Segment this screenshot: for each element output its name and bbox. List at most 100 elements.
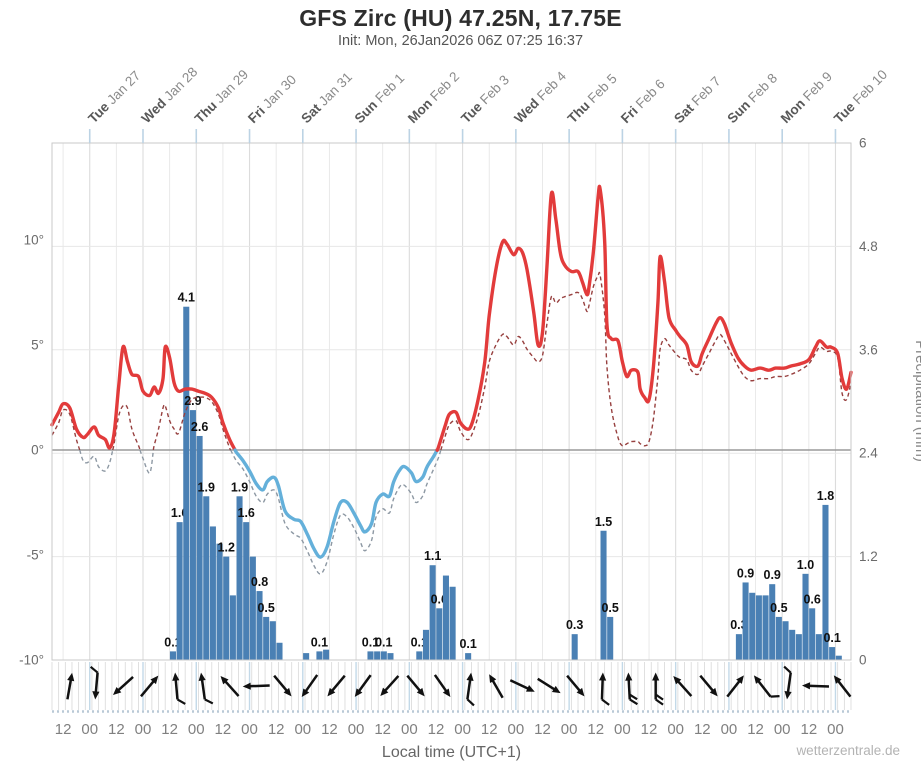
precip-tick-label: 6	[859, 136, 867, 151]
wind-arrow-head	[172, 672, 180, 681]
precip-bar	[367, 651, 374, 660]
precip-bar	[196, 435, 203, 660]
time-tick-label: 12	[108, 721, 125, 738]
precip-bar	[449, 586, 456, 660]
precip-bar	[815, 634, 822, 660]
wind-arrow-head	[198, 672, 206, 682]
precip-value-label: 4.1	[178, 291, 195, 305]
day-label: Mon Feb 2	[405, 69, 462, 126]
precip-bar	[782, 621, 789, 660]
wind-arrow	[273, 674, 290, 694]
wind-arrow	[66, 677, 73, 700]
time-tick-label: 12	[481, 721, 498, 738]
precip-value-label: 1.5	[595, 515, 612, 529]
precip-value-label: 0.1	[459, 637, 476, 651]
wind-arrow-head	[599, 672, 607, 681]
wind-arrow	[835, 678, 852, 698]
wind-arrow	[466, 677, 472, 700]
temperature-line-warm	[435, 184, 853, 452]
wind-arrow-head	[833, 675, 842, 684]
time-tick-label: 00	[401, 721, 418, 738]
dewpoint-line-cold	[139, 449, 155, 474]
wind-arrow	[699, 674, 716, 694]
precip-bar	[236, 496, 243, 660]
wind-arrow	[356, 674, 372, 694]
wind-arrow-head	[673, 675, 682, 685]
time-tick-label: 00	[667, 721, 684, 738]
wind-arrow-head	[150, 675, 159, 685]
precip-bar	[249, 556, 256, 660]
time-tick-label: 12	[374, 721, 391, 738]
precip-value-label: 1.9	[198, 480, 215, 494]
precip-bar	[243, 522, 250, 660]
precip-bar	[256, 591, 263, 660]
precip-bar	[775, 616, 782, 660]
wind-arrow-head	[92, 691, 100, 700]
precip-bar	[735, 634, 742, 660]
wind-arrow	[600, 677, 604, 700]
wind-arrow-barb	[783, 665, 792, 674]
precip-tick-label: 1.2	[859, 549, 878, 564]
wind-arrow-head	[354, 688, 363, 697]
precip-bar	[789, 629, 796, 660]
precip-bar	[374, 651, 381, 660]
wind-arrow	[329, 674, 346, 694]
precip-tick-label: 3.6	[859, 342, 878, 357]
time-tick-label: 12	[161, 721, 178, 738]
time-tick-label: 12	[534, 721, 551, 738]
precip-value-label: 0.1	[375, 635, 392, 649]
wind-arrow	[140, 678, 157, 698]
precip-bar	[216, 543, 223, 660]
precip-tick-label: 2.4	[859, 446, 878, 461]
precip-value-label: 0.1	[311, 635, 328, 649]
precip-bar	[229, 595, 236, 660]
time-tick-label: 00	[294, 721, 311, 738]
wind-arrow-head	[551, 685, 561, 694]
precip-bar	[600, 530, 607, 660]
precip-bar	[795, 634, 802, 660]
wind-arrow	[786, 672, 792, 695]
wind-arrow	[94, 672, 99, 695]
precip-value-label: 0.9	[737, 566, 754, 580]
precip-bar	[755, 595, 762, 660]
temp-tick-label: -10°	[19, 653, 44, 668]
init-subtitle: Init: Mon, 26Jan2026 06Z 07:25 16:37	[337, 33, 584, 49]
wind-arrow-head	[380, 687, 389, 697]
wind-arrow	[675, 678, 693, 697]
wind-arrow	[382, 675, 400, 694]
dewpoint-line-warm	[440, 271, 852, 451]
day-label: Wed Feb 4	[511, 68, 569, 126]
x-axis-title: Local time (UTC+1)	[381, 744, 522, 761]
wind-arrow-head	[327, 687, 336, 697]
precip-bar	[183, 306, 190, 660]
precip-bar	[169, 651, 176, 660]
wind-arrow-head	[709, 687, 718, 697]
page-title: GFS Zirc (HU) 47.25N, 17.75E	[299, 5, 622, 31]
precip-bar	[835, 655, 842, 660]
precip-bar	[829, 647, 836, 660]
precip-bar	[263, 616, 270, 660]
wind-arrow-head	[466, 672, 474, 682]
time-tick-label: 00	[81, 721, 98, 738]
precip-axis-title: Precipitation (mm)	[912, 340, 921, 462]
wind-arrow-head	[625, 672, 633, 681]
wind-arrow-head	[753, 675, 762, 684]
wind-arrow	[566, 674, 583, 694]
temp-tick-label: 10°	[24, 233, 44, 248]
precip-bar	[380, 651, 387, 660]
precip-bar	[316, 651, 323, 660]
wind-arrow	[406, 674, 423, 694]
day-label: Thu Jan 29	[192, 67, 251, 126]
time-tick-label: 00	[454, 721, 471, 738]
wind-arrow-head	[652, 672, 660, 681]
precip-bar	[749, 592, 756, 660]
wind-arrow-head	[489, 674, 497, 684]
precip-bar	[189, 410, 196, 660]
wind-arrow-head	[801, 682, 811, 690]
precip-value-label: 1.8	[817, 489, 834, 503]
precip-bar	[607, 616, 614, 660]
time-tick-label: 00	[241, 721, 258, 738]
precip-tick-label: 0	[859, 653, 867, 668]
precip-bar	[276, 642, 283, 660]
